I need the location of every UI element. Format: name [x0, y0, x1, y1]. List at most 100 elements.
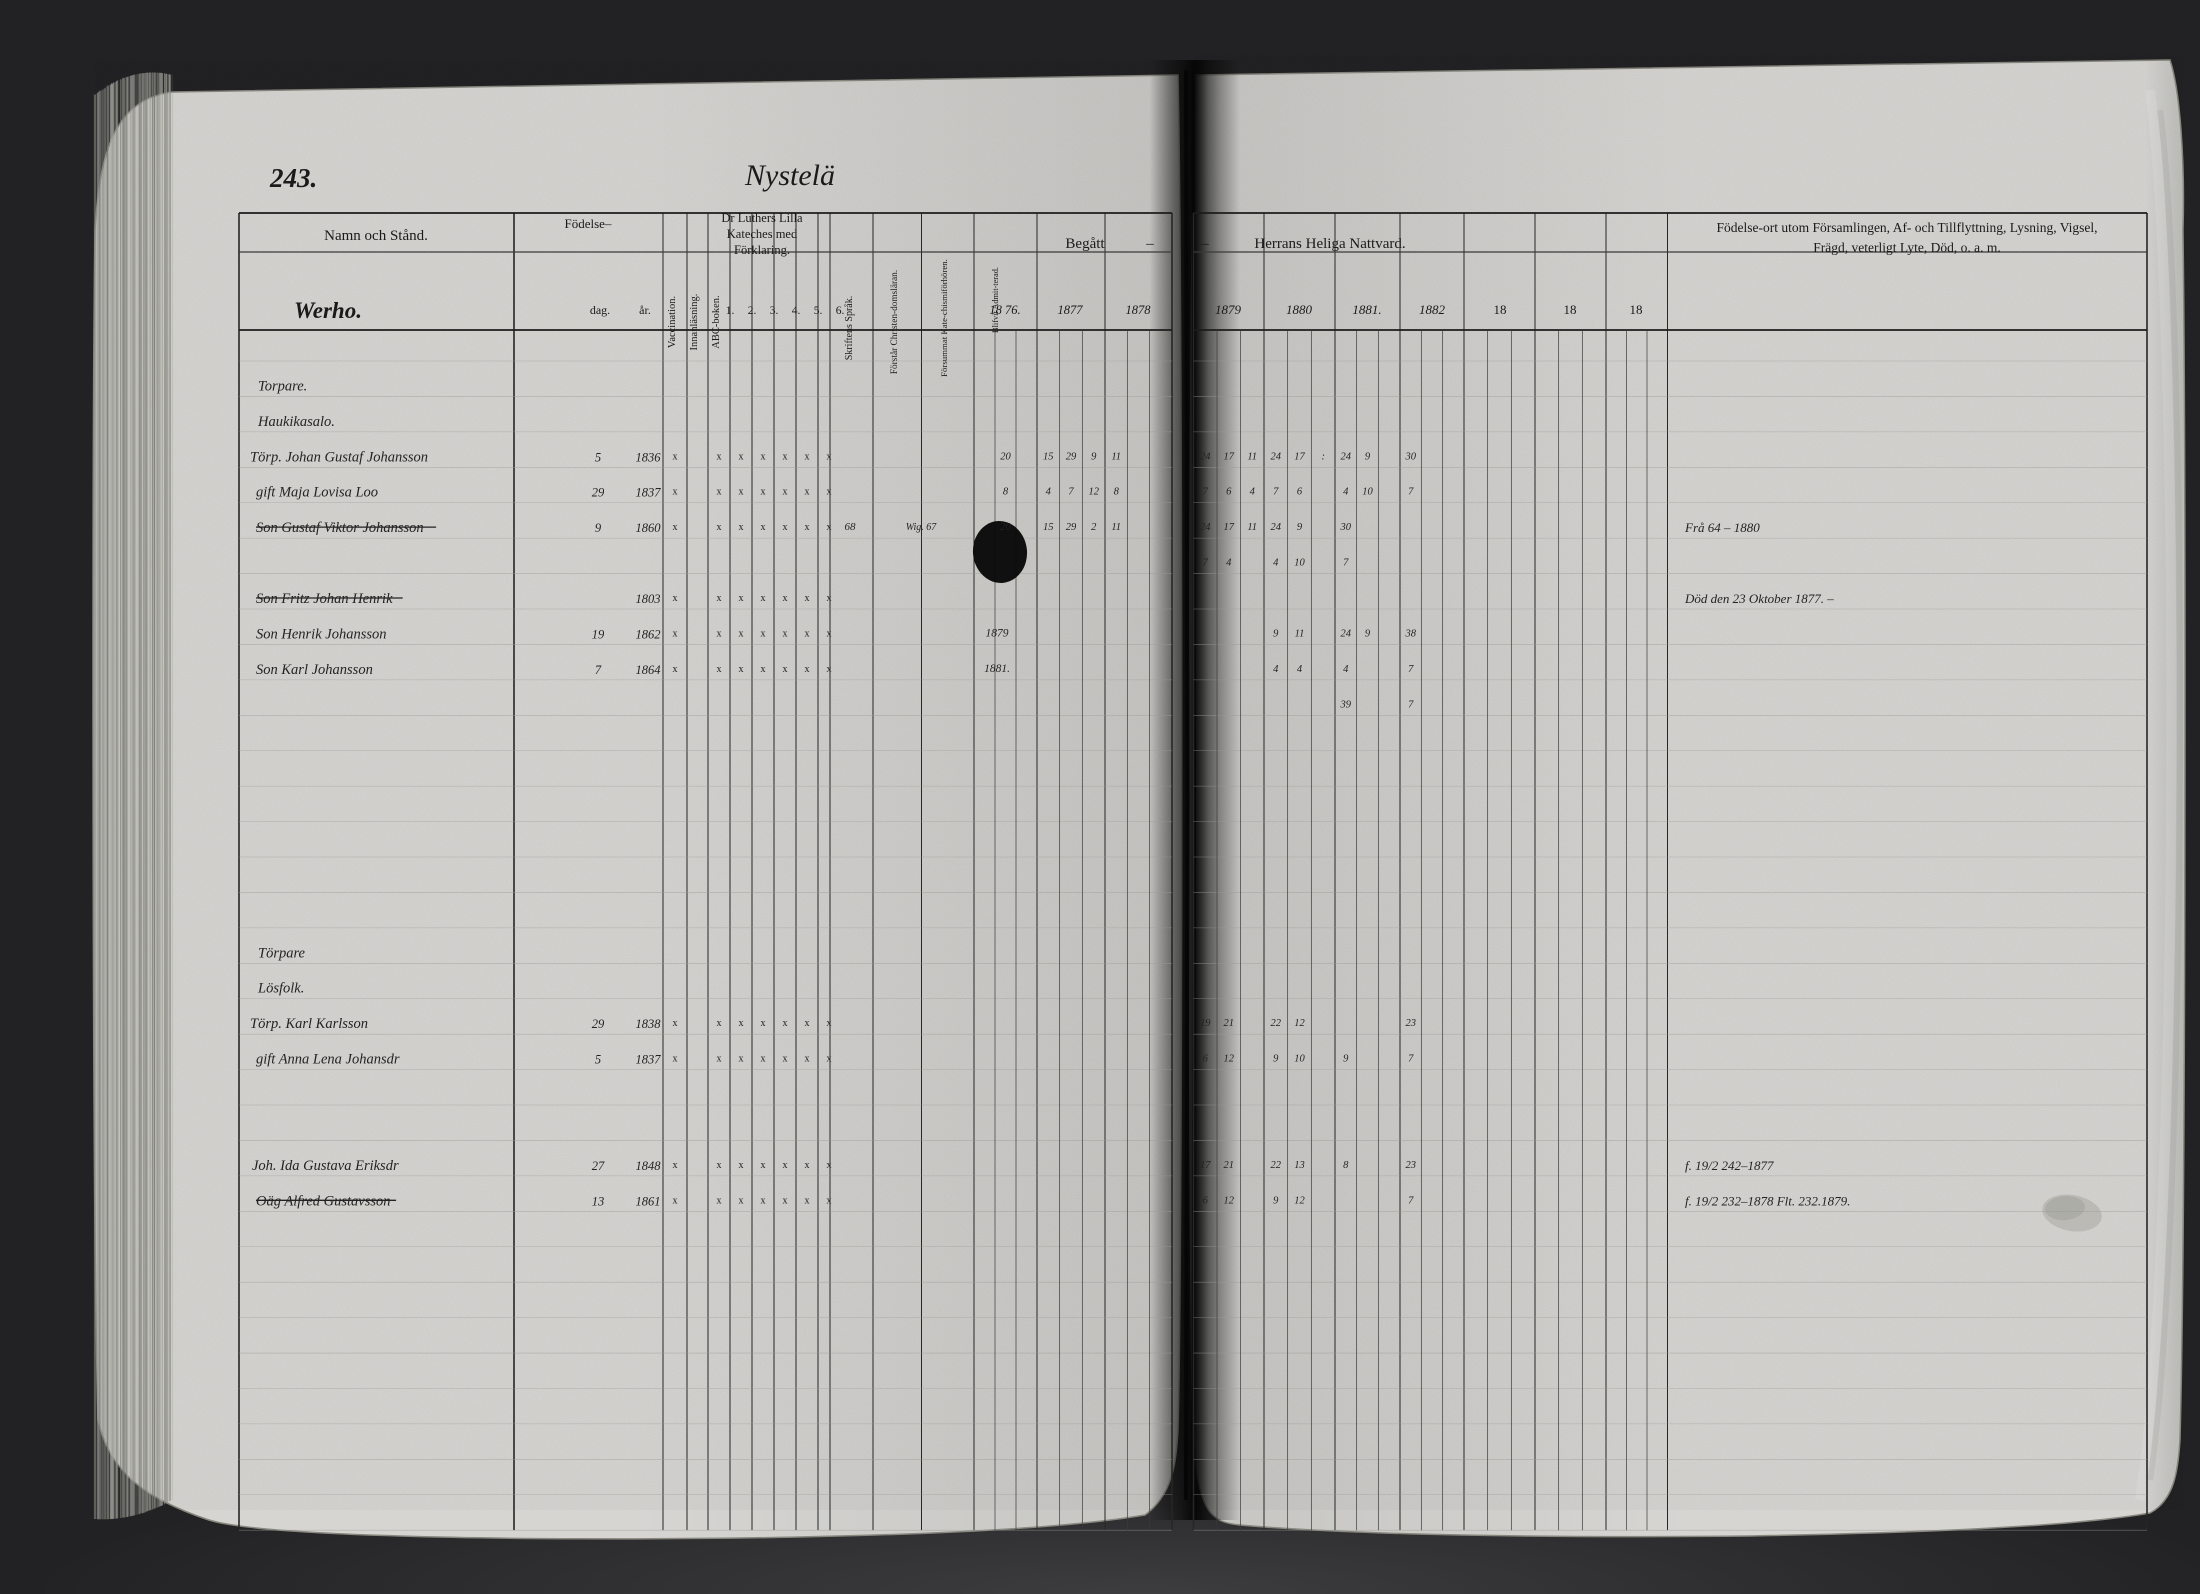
svg-text:x: x — [739, 628, 744, 639]
svg-text:Skriftens Språk.: Skriftens Språk. — [844, 296, 855, 360]
svg-text:4.: 4. — [792, 305, 801, 317]
svg-text:x: x — [827, 664, 832, 675]
svg-text:x: x — [827, 593, 832, 604]
svg-text:x: x — [783, 1160, 788, 1171]
svg-text:1837: 1837 — [636, 1053, 662, 1067]
svg-text:12: 12 — [1224, 1054, 1235, 1065]
svg-text:13: 13 — [1294, 1160, 1305, 1171]
svg-text:Dr Luthers Lilla: Dr Luthers Lilla — [721, 211, 803, 225]
svg-text:9: 9 — [1343, 1054, 1349, 1065]
svg-text:23: 23 — [1405, 1160, 1416, 1171]
svg-text:x: x — [805, 628, 810, 639]
svg-text:30: 30 — [1404, 451, 1416, 462]
svg-text:Död den 23 Oktober 1877. –: Död den 23 Oktober 1877. – — [1684, 591, 1834, 606]
svg-text:x: x — [673, 1195, 678, 1206]
svg-text:12: 12 — [1294, 1018, 1305, 1029]
svg-text:7: 7 — [1273, 487, 1279, 498]
svg-text:x: x — [739, 664, 744, 675]
svg-text:1877: 1877 — [1058, 303, 1084, 317]
svg-text:x: x — [717, 1054, 722, 1065]
svg-text:Frägd, veterligt Lyte, Död, o.: Frägd, veterligt Lyte, Död, o. a. m. — [1813, 240, 2000, 255]
svg-text:10: 10 — [1362, 487, 1373, 498]
svg-text:1860: 1860 — [636, 521, 662, 535]
svg-text:9: 9 — [1273, 1054, 1279, 1065]
svg-text:–: – — [1145, 236, 1154, 252]
svg-text:19: 19 — [592, 627, 605, 641]
svg-text:Kateches med: Kateches med — [727, 227, 798, 241]
svg-text:Namn och Stånd.: Namn och Stånd. — [324, 228, 428, 244]
svg-text:Oäg Alfred Gustavsson: Oäg Alfred Gustavsson — [256, 1193, 391, 1209]
svg-text:7: 7 — [1408, 1054, 1414, 1065]
svg-text:1880: 1880 — [1286, 302, 1313, 317]
svg-text:x: x — [717, 487, 722, 498]
svg-text:x: x — [717, 451, 722, 462]
svg-text:1803: 1803 — [636, 592, 661, 606]
svg-text:24: 24 — [1200, 522, 1211, 533]
svg-text:20: 20 — [1000, 451, 1011, 462]
svg-text:27: 27 — [592, 1159, 605, 1173]
svg-text:x: x — [783, 628, 788, 639]
svg-text:x: x — [805, 664, 810, 675]
svg-text:1.: 1. — [726, 305, 735, 317]
svg-text:x: x — [717, 664, 722, 675]
svg-text:9: 9 — [1365, 451, 1371, 462]
svg-text:7: 7 — [1408, 1195, 1414, 1206]
svg-text:Förstår Christen-domsläran.: Förstår Christen-domsläran. — [889, 270, 900, 374]
svg-text:11: 11 — [1295, 628, 1305, 639]
svg-text:x: x — [739, 1160, 744, 1171]
svg-text:x: x — [717, 593, 722, 604]
svg-text:2: 2 — [1091, 522, 1097, 533]
svg-text:29: 29 — [1066, 451, 1077, 462]
svg-text:x: x — [717, 522, 722, 533]
svg-text:x: x — [783, 1018, 788, 1029]
svg-text:39: 39 — [1340, 699, 1352, 710]
svg-text:17: 17 — [1200, 1160, 1211, 1171]
svg-text:Torpare.: Torpare. — [258, 378, 307, 394]
svg-text:x: x — [739, 487, 744, 498]
svg-text:Joh. Ida Gustava Eriksdr: Joh. Ida Gustava Eriksdr — [252, 1158, 399, 1174]
svg-text:x: x — [805, 522, 810, 533]
svg-text:x: x — [827, 1160, 832, 1171]
svg-text:6: 6 — [1297, 487, 1303, 498]
svg-text:9: 9 — [1273, 628, 1279, 639]
svg-text:x: x — [761, 451, 766, 462]
svg-text:x: x — [827, 628, 832, 639]
svg-text:x: x — [783, 487, 788, 498]
svg-text:Födelse–: Födelse– — [565, 216, 612, 231]
svg-text:8: 8 — [1003, 487, 1009, 498]
svg-text:4: 4 — [1273, 558, 1279, 569]
svg-text:20: 20 — [1000, 522, 1011, 533]
svg-text:23: 23 — [1405, 1018, 1416, 1029]
svg-text:x: x — [827, 1054, 832, 1065]
svg-text:x: x — [761, 1160, 766, 1171]
svg-text:18: 18 — [1564, 302, 1577, 317]
svg-text:x: x — [673, 1160, 678, 1171]
svg-text:15: 15 — [1043, 451, 1054, 462]
svg-text:Frå 64 – 1880: Frå 64 – 1880 — [1684, 520, 1760, 535]
svg-text:7: 7 — [595, 663, 602, 677]
svg-text:Wig. 67: Wig. 67 — [906, 522, 938, 533]
svg-text:x: x — [805, 1018, 810, 1029]
svg-text:Son Fritz Johan Henrik: Son Fritz Johan Henrik — [256, 591, 393, 607]
svg-text:x: x — [717, 628, 722, 639]
svg-text:17: 17 — [1294, 451, 1305, 462]
svg-text:gift Anna Lena Johansdr: gift Anna Lena Johansdr — [256, 1052, 400, 1068]
svg-text:9: 9 — [595, 521, 602, 535]
svg-text::: : — [1321, 451, 1325, 462]
svg-text:Werho.: Werho. — [294, 298, 362, 323]
svg-text:Begått: Begått — [1065, 236, 1105, 252]
svg-text:22: 22 — [1271, 1160, 1282, 1171]
svg-text:x: x — [673, 593, 678, 604]
svg-text:8: 8 — [1343, 1160, 1349, 1171]
svg-text:x: x — [717, 1018, 722, 1029]
svg-text:gift Maja Lovisa Loo: gift Maja Lovisa Loo — [256, 485, 378, 501]
svg-text:24: 24 — [1271, 451, 1282, 462]
svg-text:x: x — [739, 1195, 744, 1206]
svg-text:4: 4 — [1297, 664, 1303, 675]
svg-text:2.: 2. — [748, 305, 757, 317]
svg-text:Son Henrik Johansson: Son Henrik Johansson — [256, 626, 387, 642]
svg-text:ABC-boken.: ABC-boken. — [711, 295, 722, 348]
svg-text:4: 4 — [1046, 487, 1052, 498]
svg-text:7: 7 — [1408, 699, 1414, 710]
svg-text:x: x — [805, 487, 810, 498]
